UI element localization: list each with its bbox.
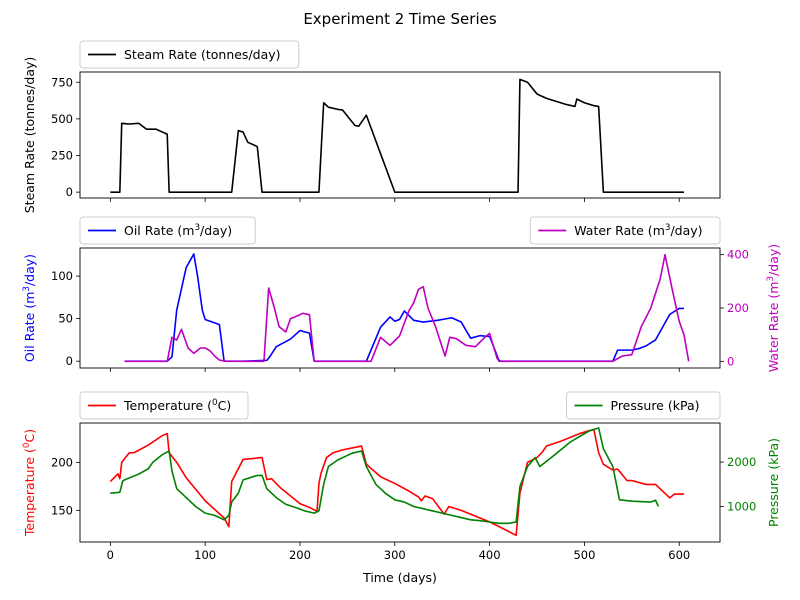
y-tick-label: 100: [51, 269, 73, 283]
plot-frame: [79, 422, 721, 543]
series-line-2-r0: [110, 427, 660, 525]
x-tick-label: 500: [573, 548, 595, 562]
legend-1-l0: Oil Rate (m3/day): [79, 216, 256, 245]
legend-label: Temperature (0C): [123, 398, 231, 413]
legend-0-l0: Steam Rate (tonnes/day): [79, 40, 300, 69]
y-tick-label: 0: [66, 354, 73, 368]
series-line-1-l0: [124, 253, 684, 362]
chart-title: Experiment 2 Time Series: [303, 10, 497, 28]
x-tick-label: 300: [384, 548, 406, 562]
y-tick-label-right: 2000: [727, 455, 756, 469]
legend-label: Pressure (kPa): [611, 398, 700, 413]
y-axis-label-left: Oil Rate (m3/day): [22, 254, 37, 362]
series-line-0-l0: [110, 78, 684, 193]
y-tick-label: 200: [51, 455, 73, 469]
legend-2-r0: Pressure (kPa): [566, 391, 721, 420]
plot-frame: [79, 247, 721, 369]
x-tick-label: 0: [107, 548, 114, 562]
plot-frame: [79, 71, 721, 199]
legend-1-r0: Water Rate (m3/day): [529, 216, 721, 245]
y-tick-label-right: 1000: [727, 499, 756, 513]
series-line-1-r0: [124, 253, 690, 363]
legend-2-l0: Temperature (0C): [79, 391, 249, 420]
y-axis-label-left: Steam Rate (tonnes/day): [22, 57, 37, 214]
y-tick-label: 150: [51, 503, 73, 517]
legend-box: [79, 216, 256, 245]
legend-box: [529, 216, 721, 245]
y-tick-label: 50: [58, 312, 73, 326]
legend-box: [566, 391, 721, 420]
x-tick-label: 100: [194, 548, 216, 562]
legend-box: [79, 40, 300, 69]
y-axis-label-right: Water Rate (m3/day): [766, 244, 781, 372]
x-tick-label: 600: [668, 548, 690, 562]
y-axis-label-right: Pressure (kPa): [766, 438, 781, 527]
x-axis-label: Time (days): [362, 570, 437, 585]
y-tick-label: 250: [51, 149, 73, 163]
legend-label: Steam Rate (tonnes/day): [124, 47, 281, 62]
series-line-2-l0: [109, 428, 684, 537]
x-tick-label: 200: [289, 548, 311, 562]
legend-label: Water Rate (m3/day): [574, 223, 702, 238]
y-tick-label-right: 400: [727, 248, 749, 262]
legend-label: Oil Rate (m3/day): [124, 223, 232, 238]
y-tick-label: 750: [51, 75, 73, 89]
y-tick-label: 500: [51, 112, 73, 126]
y-tick-label: 0: [66, 185, 73, 199]
y-tick-label-right: 0: [727, 354, 734, 368]
x-tick-label: 400: [479, 548, 501, 562]
y-axis-label-left: Temperature (0C): [22, 429, 37, 537]
y-tick-label-right: 200: [727, 301, 749, 315]
legend-box: [79, 391, 249, 420]
